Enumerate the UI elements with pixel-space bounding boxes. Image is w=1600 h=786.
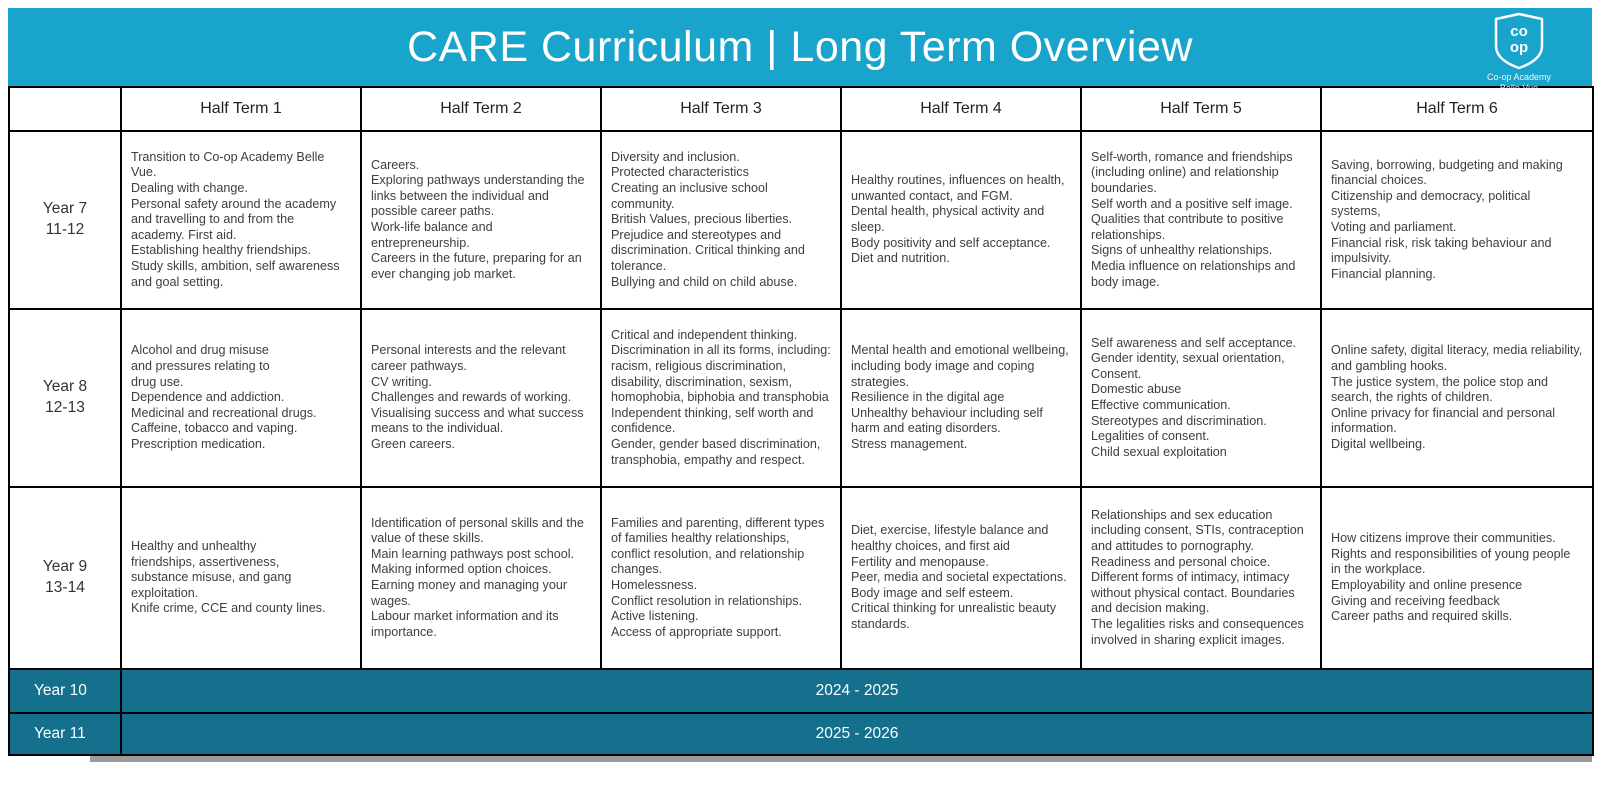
cell-year7-ht3: Diversity and inclusion. Protected chara… — [600, 130, 842, 310]
cell-year8-ht6: Online safety, digital literacy, media r… — [1320, 308, 1594, 488]
col-header-half-term-4: Half Term 4 — [840, 86, 1082, 132]
cell-year9-ht5: Relationships and sex education includin… — [1080, 486, 1322, 670]
col-header-half-term-6: Half Term 6 — [1320, 86, 1594, 132]
bottom-edge-strip — [90, 756, 1592, 762]
year-label-year-7: Year 7 11-12 — [8, 130, 122, 310]
cell-year7-ht4: Healthy routines, influences on health, … — [840, 130, 1082, 310]
year-name: Year 7 — [42, 200, 88, 218]
corner-cell — [8, 86, 122, 132]
cell-year7-ht1: Transition to Co-op Academy Belle Vue. D… — [120, 130, 362, 310]
coop-logo: co op Co-op Academy Belle Vue — [1464, 12, 1574, 94]
year-name: Year 8 — [42, 378, 88, 396]
banner: CARE Curriculum | Long Term Overview co … — [8, 8, 1592, 93]
cell-year9-ht2: Identification of personal skills and th… — [360, 486, 602, 670]
table-row-year-11: Year 11 2025 - 2026 — [8, 712, 1594, 756]
year-label-year-8: Year 8 12-13 — [8, 308, 122, 488]
logo-caption-line1: Co-op Academy — [1486, 72, 1552, 82]
logo-caption-line2: Belle Vue — [1499, 83, 1539, 93]
coop-logo-text-top: co — [1510, 23, 1528, 40]
coop-logo-text-bottom: op — [1510, 39, 1528, 56]
year-ages: 11-12 — [45, 221, 85, 238]
year-label-year-10: Year 10 — [8, 668, 122, 714]
year-ages: 13-14 — [45, 579, 85, 596]
cell-year7-ht6: Saving, borrowing, budgeting and making … — [1320, 130, 1594, 310]
table-row-year-9: Year 9 13-14 Healthy and unhealthy frien… — [8, 486, 1594, 670]
cell-year8-ht2: Personal interests and the relevant care… — [360, 308, 602, 488]
logo-caption: Co-op Academy Belle Vue — [1487, 72, 1551, 94]
year-name: Year 9 — [42, 558, 88, 576]
col-header-half-term-3: Half Term 3 — [600, 86, 842, 132]
header-row: Half Term 1 Half Term 2 Half Term 3 Half… — [8, 86, 1594, 132]
cell-year9-ht3: Families and parenting, different types … — [600, 486, 842, 670]
col-header-half-term-5: Half Term 5 — [1080, 86, 1322, 132]
col-header-half-term-2: Half Term 2 — [360, 86, 602, 132]
table-row-year-10: Year 10 2024 - 2025 — [8, 668, 1594, 714]
cell-year7-ht2: Careers. Exploring pathways understandin… — [360, 130, 602, 310]
year-label-year-11: Year 11 — [8, 712, 122, 756]
cell-year9-ht1: Healthy and unhealthy friendships, asser… — [120, 486, 362, 670]
cell-year9-ht6: How citizens improve their communities. … — [1320, 486, 1594, 670]
shield-icon: co op — [1494, 12, 1544, 70]
cell-year8-ht4: Mental health and emotional wellbeing, i… — [840, 308, 1082, 488]
page-title: CARE Curriculum | Long Term Overview — [407, 22, 1193, 71]
curriculum-table: Half Term 1 Half Term 2 Half Term 3 Half… — [8, 86, 1594, 756]
page: CARE Curriculum | Long Term Overview co … — [8, 8, 1594, 762]
cell-year8-ht5: Self awareness and self acceptance. Gend… — [1080, 308, 1322, 488]
cell-year9-ht4: Diet, exercise, lifestyle balance and he… — [840, 486, 1082, 670]
cell-year8-ht1: Alcohol and drug misuse and pressures re… — [120, 308, 362, 488]
cell-year8-ht3: Critical and independent thinking. Discr… — [600, 308, 842, 488]
table-row-year-7: Year 7 11-12 Transition to Co-op Academy… — [8, 130, 1594, 310]
col-header-half-term-1: Half Term 1 — [120, 86, 362, 132]
cell-year7-ht5: Self-worth, romance and friendships (inc… — [1080, 130, 1322, 310]
year10-span-value: 2024 - 2025 — [120, 668, 1594, 714]
year-label-year-9: Year 9 13-14 — [8, 486, 122, 670]
year-ages: 12-13 — [45, 399, 85, 416]
table-row-year-8: Year 8 12-13 Alcohol and drug misuse and… — [8, 308, 1594, 488]
year11-span-value: 2025 - 2026 — [120, 712, 1594, 756]
